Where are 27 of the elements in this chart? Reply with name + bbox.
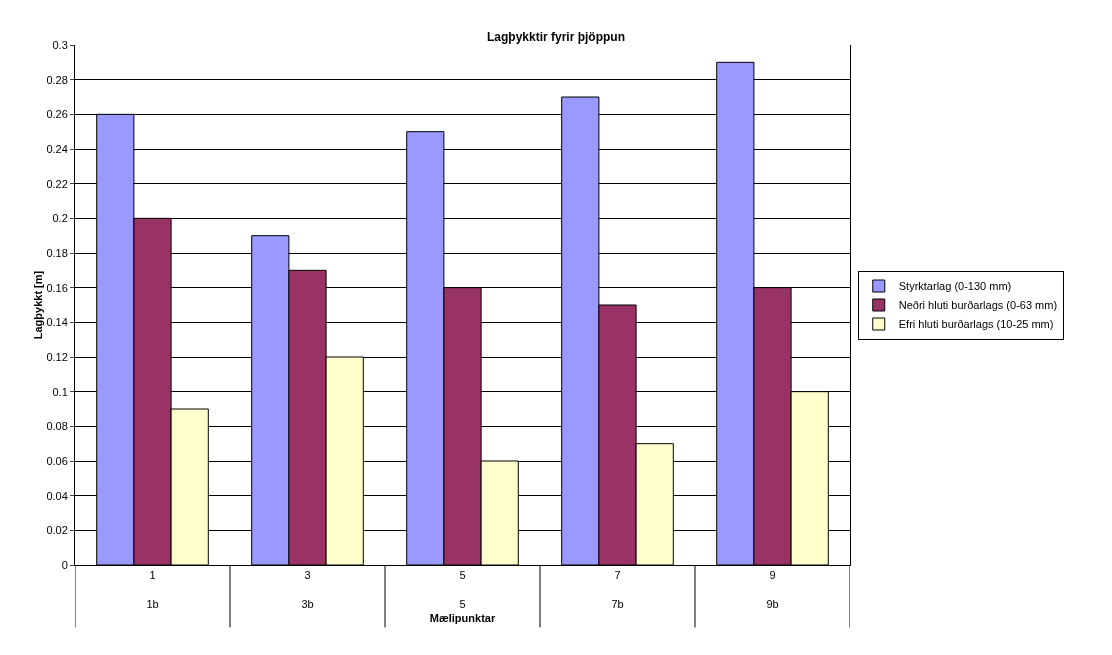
y-tick-label: 0 xyxy=(61,558,68,571)
y-tick-label: 0.16 xyxy=(46,281,68,294)
legend-label: Neðri hluti burðarlags (0-63 mm) xyxy=(898,299,1058,312)
category-label: 1 1b xyxy=(146,569,159,610)
y-tick-label: 0.24 xyxy=(46,142,68,155)
y-tick-label: 0.2 xyxy=(52,212,68,225)
y-tick-label: 0.1 xyxy=(52,385,68,398)
y-tick-label: 0.26 xyxy=(46,108,68,121)
y-tick-label: 0.3 xyxy=(52,38,68,51)
x-axis-title: Mælipunktar xyxy=(429,611,496,624)
y-tick-label: 0.12 xyxy=(46,350,68,363)
category-label: 9 9b xyxy=(766,569,779,610)
y-tick-label: 0.06 xyxy=(46,454,68,467)
category-label: 3 3b xyxy=(301,569,314,610)
y-tick-label: 0.22 xyxy=(46,177,68,190)
category-label: 7 7b xyxy=(611,569,624,610)
chart-title: Lagþykktir fyrir þjöppun xyxy=(486,30,626,45)
y-axis-title: Lagþykkt [m] xyxy=(32,270,45,340)
y-tick-label: 0.14 xyxy=(46,316,68,329)
legend-label: Efri hluti burðarlags (10-25 mm) xyxy=(898,318,1054,331)
y-tick-label: 0.08 xyxy=(46,420,68,433)
y-tick-label: 0.04 xyxy=(46,489,68,502)
legend-label: Styrktarlag (0-130 mm) xyxy=(898,280,1012,293)
y-tick-label: 0.28 xyxy=(46,73,68,86)
y-tick-label: 0.18 xyxy=(46,246,68,259)
y-tick-label: 0.02 xyxy=(46,524,68,537)
category-label: 5 5 xyxy=(459,569,466,610)
